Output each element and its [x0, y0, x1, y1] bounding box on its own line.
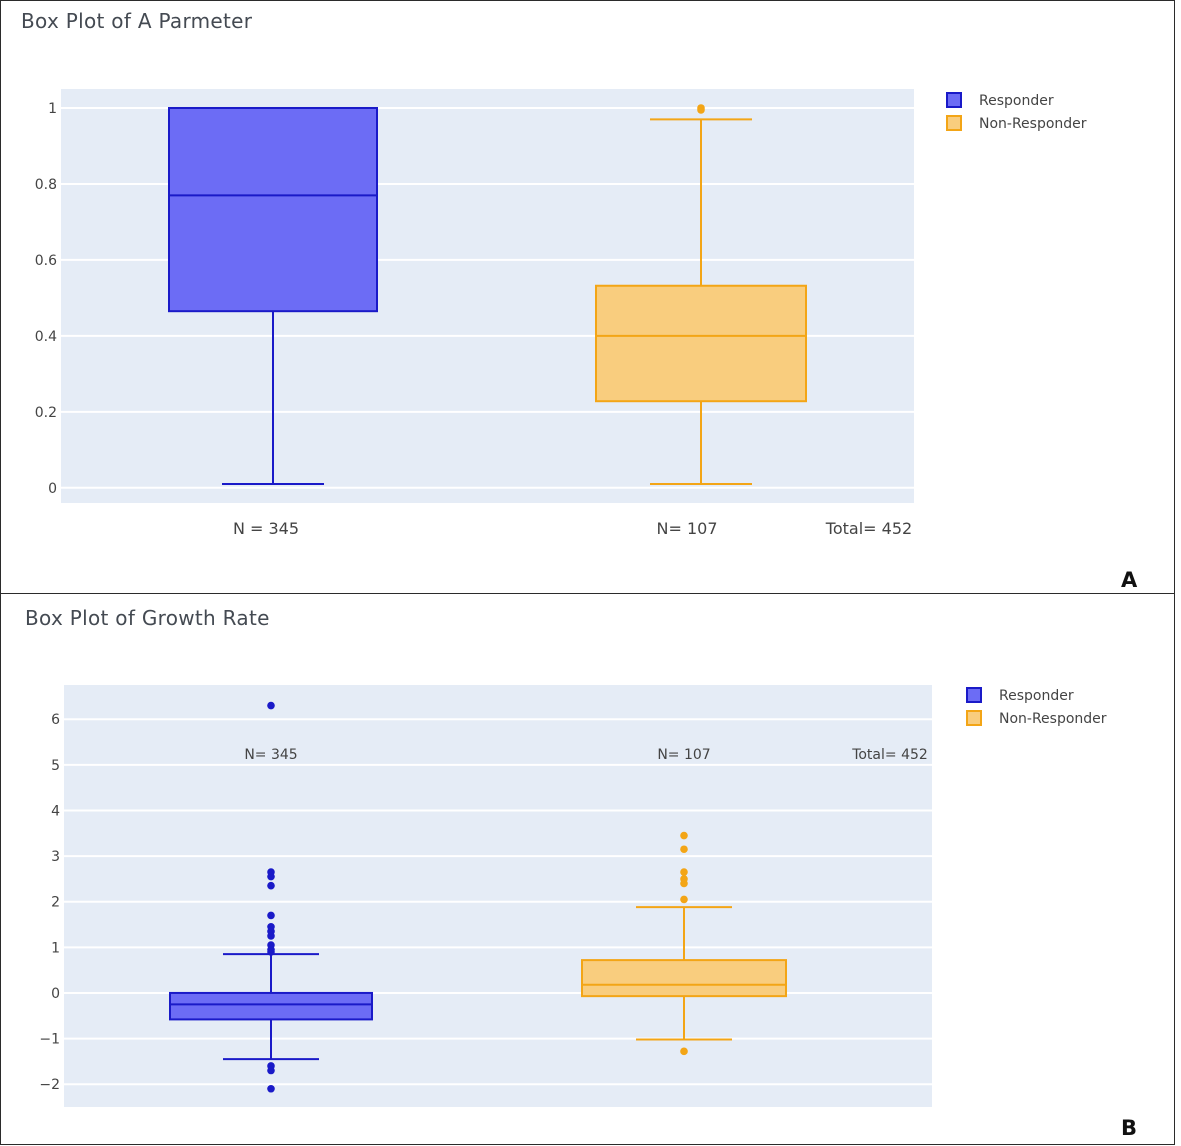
y-tick-label: 0.8 — [35, 177, 57, 193]
y-tick-label: 3 — [51, 849, 60, 865]
y-tick-label: 0.4 — [35, 329, 57, 345]
plot-background — [64, 685, 932, 1107]
outlier-point — [267, 701, 275, 710]
outlier-point — [267, 911, 275, 920]
chart-panel-b: Box Plot of Growth Rate −2 −1 0 1 2 3 4 5 6 N= 34… — [0, 593, 1175, 1145]
outlier-point — [680, 868, 688, 876]
outlier-point — [267, 872, 275, 881]
count-annotation: N= 107 — [657, 519, 718, 538]
y-tick-label: 1 — [51, 940, 60, 956]
iqr-box — [595, 284, 807, 403]
y-tick-label: 4 — [51, 803, 60, 819]
box-non-responder — [595, 104, 807, 486]
y-tick-label: 6 — [51, 712, 60, 728]
outlier-point — [680, 831, 688, 840]
panel-label: B — [1121, 1116, 1138, 1140]
outlier-point — [697, 106, 705, 114]
count-annotation: Total= 452 — [851, 747, 928, 763]
chart-title: Box Plot of Growth Rate — [25, 606, 270, 630]
box-responder — [168, 106, 378, 486]
legend-label: Non-Responder — [979, 116, 1087, 132]
legend-swatch — [966, 687, 982, 703]
outlier-point — [267, 881, 275, 890]
outlier-point — [680, 1047, 688, 1056]
box-plot-b: −2 −1 0 1 2 3 4 5 6 N= 345 N= 107 Total= 452 Respond… — [39, 685, 1107, 1107]
box-non-responder — [581, 831, 787, 1056]
outlier-point — [267, 948, 275, 956]
outlier-point — [267, 1084, 275, 1093]
iqr-box — [169, 991, 373, 1021]
count-annotation: Total= 452 — [825, 519, 912, 538]
panel-label: A — [1121, 568, 1138, 592]
y-tick-label: 0.2 — [35, 405, 57, 421]
y-tick-label: 5 — [51, 758, 60, 774]
legend-label: Non-Responder — [999, 711, 1107, 727]
y-tick-label: 1 — [48, 101, 57, 117]
chart-title: Box Plot of A Parmeter — [21, 9, 253, 33]
y-tick-label: −1 — [39, 1032, 60, 1048]
iqr-box — [581, 959, 787, 998]
count-annotation: N= 107 — [657, 747, 710, 763]
legend-swatch — [966, 710, 982, 726]
outlier-point — [267, 1066, 275, 1075]
box-plot-a: 0 0.2 0.4 0.6 0.8 1 N = 345 N= 107 Total= 452 Res… — [35, 89, 1087, 538]
y-tick-label: 0 — [51, 986, 60, 1002]
iqr-box — [168, 106, 378, 313]
legend-swatch — [946, 115, 962, 131]
legend-swatch — [946, 92, 962, 108]
y-tick-label: −2 — [39, 1077, 60, 1093]
chart-panel-a: Box Plot of A Parmeter 0 0.2 0.4 0.6 0.8 1 N =… — [0, 0, 1175, 594]
box-responder — [169, 701, 373, 1093]
y-tick-label: 0.6 — [35, 253, 57, 269]
outlier-point — [267, 932, 275, 940]
outlier-point — [680, 895, 688, 904]
legend-label: Responder — [979, 93, 1054, 109]
y-tick-label: 0 — [48, 481, 57, 497]
count-annotation: N= 345 — [244, 747, 297, 763]
outlier-point — [680, 845, 688, 854]
outlier-point — [680, 879, 688, 888]
legend-label: Responder — [999, 688, 1074, 704]
y-tick-label: 2 — [51, 895, 60, 911]
count-annotation: N = 345 — [233, 519, 299, 538]
